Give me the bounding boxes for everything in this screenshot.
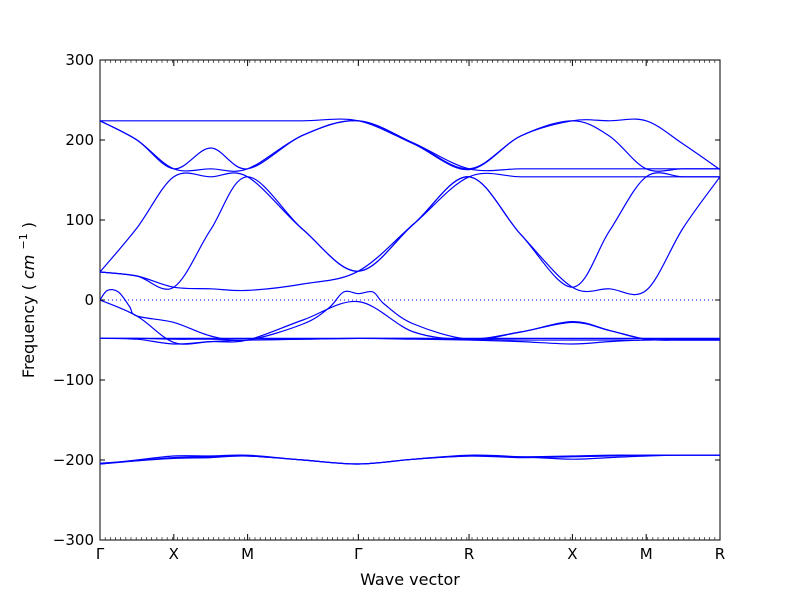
y-axis-label-text: Frequency xyxy=(19,295,38,378)
x-tick-label: X xyxy=(567,545,577,563)
band-line-14 xyxy=(99,454,720,465)
series-layer xyxy=(99,118,721,465)
x-tick-label: Γ xyxy=(354,545,363,563)
band-line-6 xyxy=(99,172,720,292)
x-tick-label: M xyxy=(241,545,254,563)
y-axis-ticks: 300 200 100 0 −100 −200 −300 xyxy=(53,51,720,549)
band-line-1 xyxy=(99,118,721,171)
y-axis-label: Frequency ( cm −1 ) xyxy=(12,222,38,378)
y-tick-label: 200 xyxy=(65,131,94,149)
y-tick-label: 300 xyxy=(65,51,94,69)
x-tick-label: R xyxy=(715,545,725,563)
y-tick-label: 0 xyxy=(84,291,94,309)
x-axis-label: Wave vector xyxy=(360,570,460,589)
y-axis-label-open: ( xyxy=(19,284,38,290)
x-tick-label: M xyxy=(640,545,653,563)
x-tick-label: X xyxy=(169,545,179,563)
x-tick-label: Γ xyxy=(96,545,105,563)
x-tick-label: R xyxy=(464,545,474,563)
y-axis-label-unit-exponent: −1 xyxy=(17,233,30,249)
y-axis-label-close: ) xyxy=(19,222,38,228)
band-line-3 xyxy=(99,120,720,172)
y-tick-label: −300 xyxy=(53,531,94,549)
plot-area: 300 200 100 0 −100 −200 −300 Γ X M Γ R X M R xyxy=(53,51,725,563)
y-tick-label: 100 xyxy=(65,211,94,229)
y-tick-label: −200 xyxy=(53,451,94,469)
y-axis-label-unit: cm xyxy=(19,255,38,279)
y-tick-label: −100 xyxy=(53,371,94,389)
